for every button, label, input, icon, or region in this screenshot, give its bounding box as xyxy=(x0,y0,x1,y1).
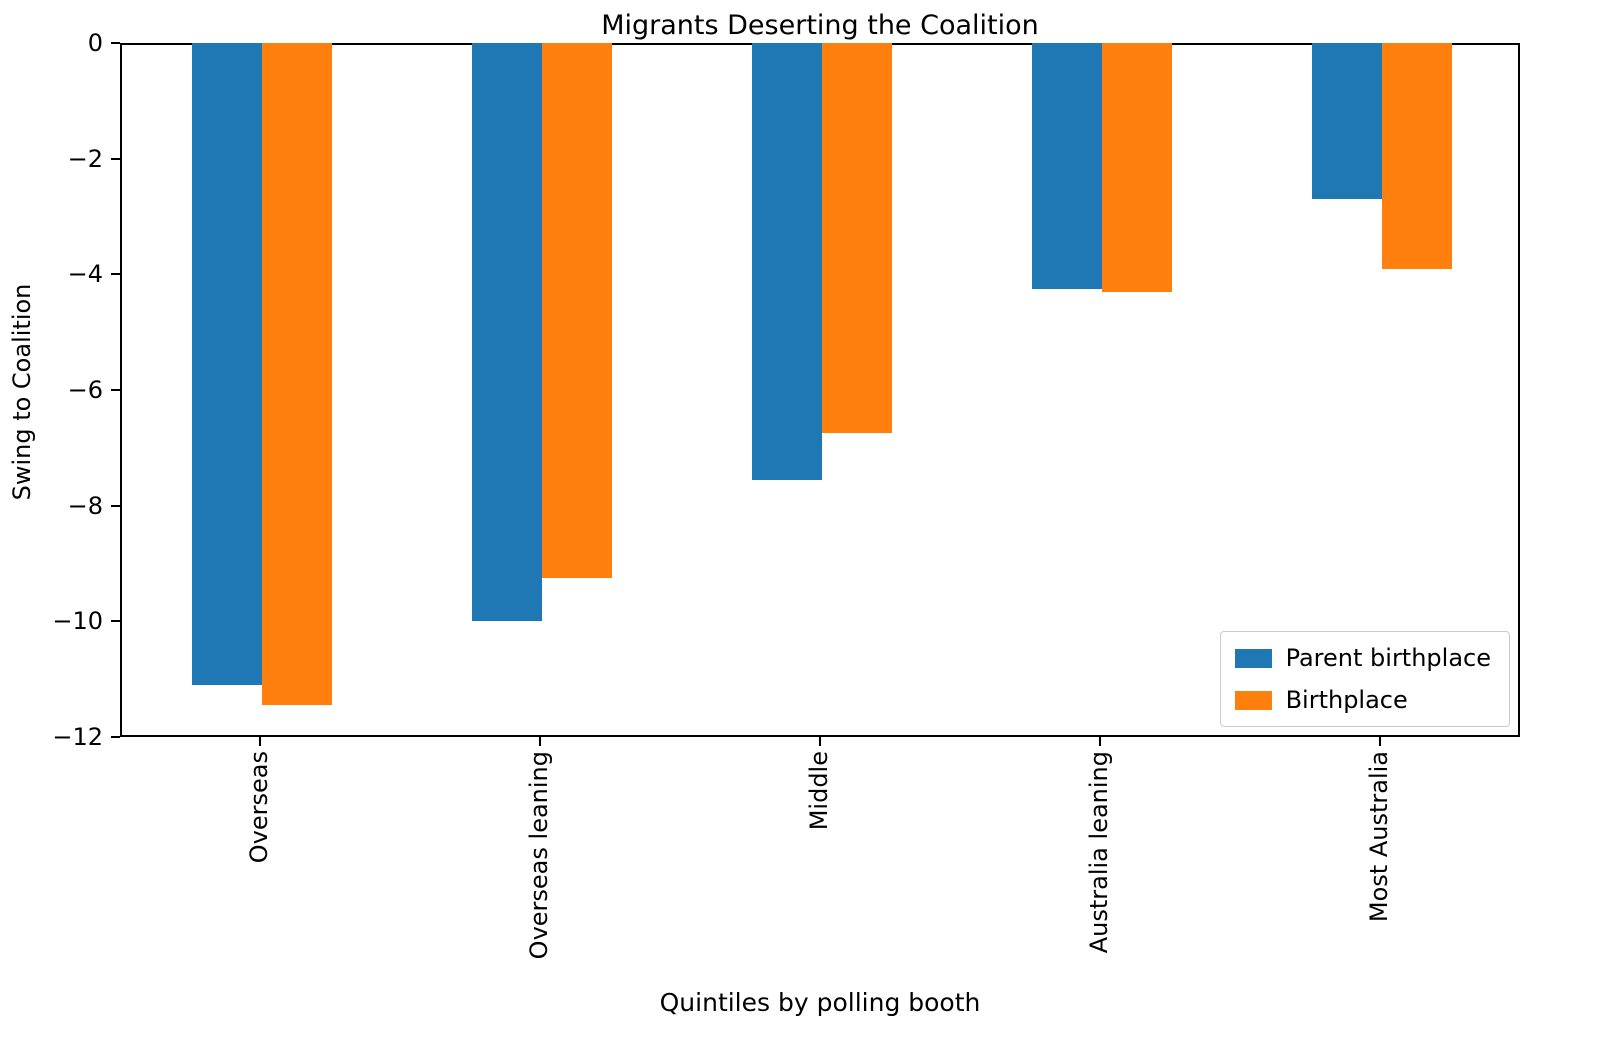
y-tick-mark xyxy=(111,157,120,160)
y-tick-mark xyxy=(111,620,120,623)
x-axis-label: Quintiles by polling booth xyxy=(659,988,981,1017)
legend-swatch-birthplace xyxy=(1234,690,1272,710)
bar-birthplace-australia-leaning xyxy=(1102,43,1172,292)
legend-label-birthplace: Birthplace xyxy=(1285,686,1408,714)
y-tick-label: −12 xyxy=(52,723,103,751)
legend-entry-birthplace: Birthplace xyxy=(1234,686,1491,714)
x-tick-label-overseas: Overseas xyxy=(245,751,273,864)
bar-birthplace-most-australia xyxy=(1382,43,1452,269)
y-tick-label: −2 xyxy=(67,144,103,173)
bar-parent-birthplace-overseas xyxy=(192,43,262,685)
y-tick-mark xyxy=(111,389,120,391)
x-tick-label-middle: Middle xyxy=(805,751,833,831)
y-tick-mark xyxy=(111,736,120,738)
bar-parent-birthplace-australia-leaning xyxy=(1032,43,1102,289)
x-tick-mark xyxy=(1379,737,1381,746)
bar-parent-birthplace-most-australia xyxy=(1312,43,1382,200)
x-tick-mark xyxy=(819,737,821,746)
legend-swatch-parent-birthplace xyxy=(1234,648,1272,668)
y-tick-mark xyxy=(111,273,120,276)
y-tick-label: −10 xyxy=(52,607,103,636)
x-tick-mark xyxy=(539,737,541,746)
legend: Parent birthplace Birthplace xyxy=(1219,631,1510,727)
y-tick-label: −4 xyxy=(67,260,103,289)
bar-parent-birthplace-middle xyxy=(752,43,822,480)
y-tick-mark xyxy=(111,42,120,44)
bar-birthplace-middle xyxy=(822,43,892,434)
y-tick-mark xyxy=(111,504,120,507)
x-tick-label-overseas-leaning: Overseas leaning xyxy=(525,751,553,960)
chart-title: Migrants Deserting the Coalition xyxy=(601,10,1039,41)
legend-label-parent-birthplace: Parent birthplace xyxy=(1285,644,1491,672)
x-tick-mark xyxy=(259,737,261,746)
plot-area: Parent birthplace Birthplace xyxy=(120,43,1520,737)
y-tick-label: 0 xyxy=(87,29,103,57)
y-tick-label: −8 xyxy=(67,491,103,520)
x-tick-mark xyxy=(1099,737,1101,746)
bar-parent-birthplace-overseas-leaning xyxy=(472,43,542,622)
bar-birthplace-overseas-leaning xyxy=(542,43,612,578)
y-tick-label: −6 xyxy=(67,376,103,404)
legend-entry-parent-birthplace: Parent birthplace xyxy=(1234,644,1491,672)
x-tick-label-most-australia: Most Australia xyxy=(1365,751,1393,923)
bar-birthplace-overseas xyxy=(262,43,332,706)
x-tick-label-australia-leaning: Australia leaning xyxy=(1085,751,1113,954)
